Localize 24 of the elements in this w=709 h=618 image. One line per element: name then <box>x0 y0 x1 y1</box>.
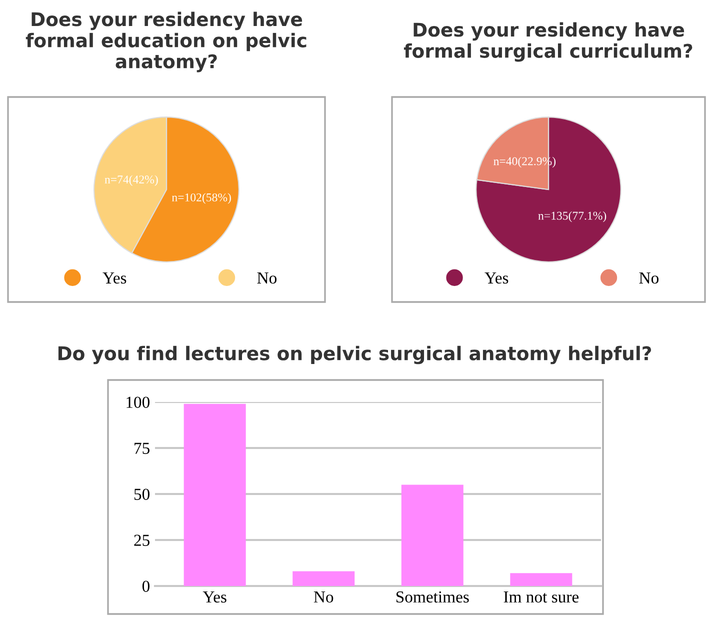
pie-slice <box>476 116 622 262</box>
x-tick-label: No <box>314 592 334 603</box>
data-label: n=74(42%) <box>104 175 158 186</box>
x-tick-label: Yes <box>202 592 226 603</box>
legend-label: No <box>639 272 659 284</box>
data-label: n=102(58%) <box>172 193 231 204</box>
chart-title: Do you find lectures on pelvic surgical anatomy helpful? <box>58 346 652 364</box>
y-tick-label: 0 <box>142 580 150 592</box>
x-tick-label: Im not sure <box>504 592 579 603</box>
y-tick-label: 75 <box>134 442 150 454</box>
y-tick-label: 25 <box>134 534 150 546</box>
bar <box>292 571 355 586</box>
data-label: n=135(77.1%) <box>538 211 606 222</box>
chart-title: Does your residency have formal surgical curriculum? <box>404 22 692 62</box>
legend-label: Yes <box>484 272 508 284</box>
y-tick-label: 50 <box>134 488 150 500</box>
bar <box>184 404 246 586</box>
legend-label: Yes <box>102 272 126 284</box>
legend-label: No <box>257 272 277 284</box>
bar <box>401 484 464 586</box>
chart-title: Does your residency have formal education on pelvic anatomy? <box>26 12 306 72</box>
x-tick-label: Sometimes <box>396 591 469 603</box>
y-tick-label: 100 <box>126 396 150 408</box>
bar <box>510 573 572 586</box>
